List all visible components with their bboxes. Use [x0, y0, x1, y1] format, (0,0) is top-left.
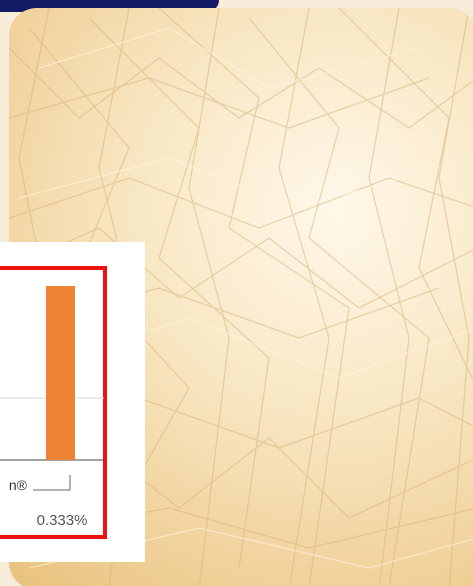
highlight-box [0, 266, 107, 539]
bar-0 [46, 286, 75, 460]
category-label: n® [0, 477, 27, 493]
value-label: 0.333% [36, 512, 88, 529]
chart-svg [0, 286, 104, 491]
bracket-mark [33, 475, 71, 491]
category-label-text: n® [8, 477, 27, 493]
